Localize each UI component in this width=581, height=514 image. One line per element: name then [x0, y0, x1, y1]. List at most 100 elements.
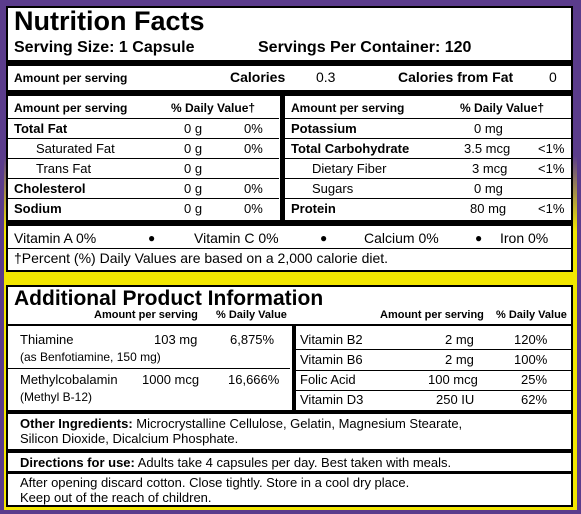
ingredient-amount: 250 IU	[436, 392, 475, 407]
ingredient-dv: 16,666%	[228, 372, 280, 387]
ingredient-dv: 120%	[514, 332, 548, 347]
nutrient-name: Cholesterol	[14, 181, 86, 196]
ingredient-amount: 2 mg	[445, 352, 474, 367]
nutrient-name: Dietary Fiber	[312, 161, 387, 176]
nutrient-name: Trans Fat	[36, 161, 92, 176]
other-ingredients: Other Ingredients: Microcrystalline Cell…	[20, 416, 462, 431]
thick-divider	[8, 60, 571, 66]
thick-divider	[8, 471, 571, 474]
nutrient-dv: 0%	[244, 121, 263, 136]
right-amount-header: Amount per serving	[291, 101, 405, 115]
ingredient-sub: (as Benfotiamine, 150 mg)	[20, 350, 161, 364]
column-divider	[292, 324, 296, 410]
ingredient-name: Vitamin B2	[300, 332, 363, 347]
right-amount-header: Amount per serving	[380, 309, 484, 321]
bullet-icon: ●	[148, 231, 156, 245]
nutrient-name: Total Carbohydrate	[291, 141, 410, 156]
nutrient-amount: 0 g	[184, 161, 203, 176]
column-divider	[280, 96, 285, 222]
calories-from-fat-value: 0	[549, 69, 557, 85]
right-dv-header: % Daily Value†	[460, 101, 545, 115]
ingredient-dv: 62%	[521, 392, 548, 407]
ingredient-amount: 103 mg	[154, 332, 198, 347]
nutrient-dv: <1%	[538, 201, 565, 216]
row-line	[8, 324, 571, 326]
ingredient-name: Vitamin B6	[300, 352, 363, 367]
ingredient-dv: 100%	[514, 352, 548, 367]
additional-title: Additional Product Information	[14, 287, 324, 310]
row-line	[8, 368, 290, 369]
nutrient-name: Sugars	[312, 181, 354, 196]
left-amount-header: Amount per serving	[94, 309, 198, 321]
nutrient-amount: 0 mg	[474, 181, 503, 196]
right-dv-header: % Daily Value	[496, 309, 567, 321]
row-line	[8, 248, 571, 249]
nutrient-name: Protein	[291, 201, 336, 216]
row-line	[296, 390, 571, 391]
ingredient-name: Thiamine	[20, 332, 74, 347]
row-line	[8, 138, 279, 139]
other-ingredients-text: Microcrystalline Cellulose, Gelatin, Mag…	[132, 416, 463, 431]
nutrient-dv: <1%	[538, 161, 565, 176]
calories-value: 0.3	[316, 69, 336, 85]
row-line	[8, 118, 279, 119]
ingredient-dv: 25%	[521, 372, 548, 387]
row-line	[296, 349, 571, 350]
directions-text: Adults take 4 capsules per day. Best tak…	[134, 455, 452, 470]
iron: Iron 0%	[500, 230, 549, 246]
ingredient-name: Methylcobalamin	[20, 372, 118, 387]
nutrient-amount: 0 g	[184, 141, 203, 156]
row-line	[285, 178, 571, 179]
row-line	[296, 370, 571, 371]
vitamin-c: Vitamin C 0%	[194, 230, 279, 246]
nutrient-amount: 0 mg	[474, 121, 503, 136]
thick-divider	[8, 220, 571, 226]
daily-value-footnote: †Percent (%) Daily Values are based on a…	[14, 250, 389, 266]
bullet-icon: ●	[475, 231, 483, 245]
row-line	[8, 158, 279, 159]
ingredient-amount: 2 mg	[445, 332, 474, 347]
nutrient-amount: 0 g	[184, 181, 203, 196]
thick-divider	[8, 90, 571, 96]
other-ingredients-line2: Silicon Dioxide, Dicalcium Phosphate.	[20, 431, 239, 446]
ingredient-dv: 6,875%	[230, 332, 275, 347]
nutrient-amount: 0 g	[184, 121, 203, 136]
left-dv-header: % Daily Value	[216, 309, 287, 321]
row-line	[285, 138, 571, 139]
thick-divider	[8, 410, 571, 414]
nutrient-name: Sodium	[14, 201, 62, 216]
vitamin-a: Vitamin A 0%	[14, 230, 97, 246]
ingredient-amount: 1000 mcg	[142, 372, 200, 387]
nutrient-dv: 0%	[244, 201, 263, 216]
serving-size: Serving Size: 1 Capsule	[14, 39, 195, 56]
row-line	[8, 198, 279, 199]
bullet-icon: ●	[320, 231, 328, 245]
storage-line2: Keep out of the reach of children.	[20, 490, 212, 505]
other-ingredients-label: Other Ingredients:	[20, 416, 133, 431]
nutrient-amount: 0 g	[184, 201, 203, 216]
nutrient-name: Total Fat	[14, 121, 68, 136]
calories-label: Calories	[230, 69, 286, 85]
left-amount-header: Amount per serving	[14, 101, 128, 115]
calories-from-fat-label: Calories from Fat	[398, 69, 514, 85]
ingredient-name: Vitamin D3	[300, 392, 364, 407]
nutrient-dv: <1%	[538, 141, 565, 156]
nutrient-amount: 3 mcg	[472, 161, 508, 176]
servings-per-container: Servings Per Container: 120	[258, 39, 472, 56]
ingredient-amount: 100 mcg	[428, 372, 478, 387]
nutrient-amount: 80 mg	[470, 201, 507, 216]
amount-per-serving-label: Amount per serving	[14, 71, 128, 85]
row-line	[285, 158, 571, 159]
nutrient-dv: 0%	[244, 181, 263, 196]
calcium: Calcium 0%	[364, 230, 439, 246]
row-line	[285, 118, 571, 119]
nutrient-amount: 3.5 mcg	[464, 141, 511, 156]
nutrition-title: Nutrition Facts	[14, 6, 205, 36]
storage-line1: After opening discard cotton. Close tigh…	[20, 475, 410, 490]
left-dv-header: % Daily Value†	[171, 101, 256, 115]
ingredient-name: Folic Acid	[300, 372, 356, 387]
additional-info-panel: Additional Product Information Amount pe…	[6, 285, 573, 507]
ingredient-sub: (Methyl B-12)	[20, 390, 93, 404]
nutrient-name: Saturated Fat	[36, 141, 115, 156]
row-line	[285, 198, 571, 199]
